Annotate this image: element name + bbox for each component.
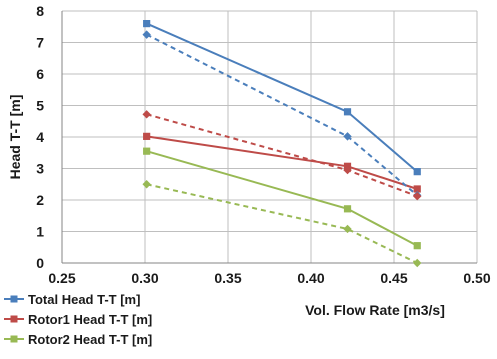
x-axis-title: Vol. Flow Rate [m3/s]	[305, 302, 445, 318]
x-tick-label: 0.50	[463, 270, 490, 286]
y-tick-label: 0	[36, 255, 44, 271]
dashed-series-line	[146, 113, 418, 198]
x-tick-label: 0.30	[131, 270, 158, 286]
y-tick-label: 5	[36, 98, 44, 114]
legend-item: Rotor2 Head T-T [m]	[4, 332, 152, 347]
x-tick-label: 0.35	[214, 270, 241, 286]
y-tick-label: 1	[36, 224, 44, 240]
legend-label: Rotor1 Head T-T [m]	[28, 312, 152, 327]
x-tick-label: 0.45	[380, 270, 407, 286]
series-layer	[142, 20, 422, 268]
y-tick-label: 6	[36, 66, 44, 82]
y-axis-title: Head T-T [m]	[7, 95, 23, 180]
data-point-square	[413, 168, 421, 176]
data-point-square	[413, 185, 421, 193]
data-point-diamond	[413, 192, 422, 201]
y-tick-label: 4	[36, 129, 44, 145]
data-point-diamond	[343, 132, 352, 141]
dashed-series-line	[146, 33, 418, 197]
x-tick-label: 0.40	[297, 270, 324, 286]
legend-label: Rotor2 Head T-T [m]	[28, 332, 152, 347]
data-point-square	[143, 147, 151, 155]
y-tick-label: 3	[36, 161, 44, 177]
legend-marker-swatch	[10, 295, 18, 303]
data-point-square	[143, 20, 151, 28]
legend-marker-swatch	[10, 335, 18, 343]
data-point-square	[343, 108, 352, 116]
data-point-diamond	[343, 224, 352, 234]
legend: Total Head T-T [m] Rotor1 Head T-T [m] Rot…	[4, 292, 152, 347]
data-point-square	[413, 242, 421, 250]
axes-layer: 0.25 0.30 0.35 0.40 0.45 0.50 0 1 2 3 4 5 6 7 8	[36, 3, 491, 286]
data-point-diamond	[142, 30, 151, 39]
y-tick-label: 7	[36, 35, 44, 51]
legend-item: Total Head T-T [m]	[4, 292, 140, 307]
data-point-diamond	[142, 110, 151, 119]
data-point-diamond	[413, 258, 422, 268]
y-tick-label: 2	[36, 192, 44, 208]
data-point-square	[143, 132, 151, 140]
y-tick-label: 8	[36, 3, 44, 19]
series-line	[146, 22, 418, 173]
x-tick-label: 0.25	[48, 270, 75, 286]
legend-item: Rotor1 Head T-T [m]	[4, 312, 152, 327]
legend-label: Total Head T-T [m]	[28, 292, 140, 307]
data-point-diamond	[142, 180, 151, 189]
data-point-diamond	[343, 165, 352, 175]
data-point-square	[343, 205, 352, 213]
grid-layer	[61, 10, 478, 264]
legend-marker-swatch	[10, 315, 18, 323]
